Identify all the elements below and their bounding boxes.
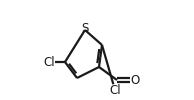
Text: O: O [130, 74, 140, 86]
Text: Cl: Cl [43, 56, 55, 68]
Text: Cl: Cl [109, 84, 121, 96]
Text: S: S [81, 22, 89, 34]
